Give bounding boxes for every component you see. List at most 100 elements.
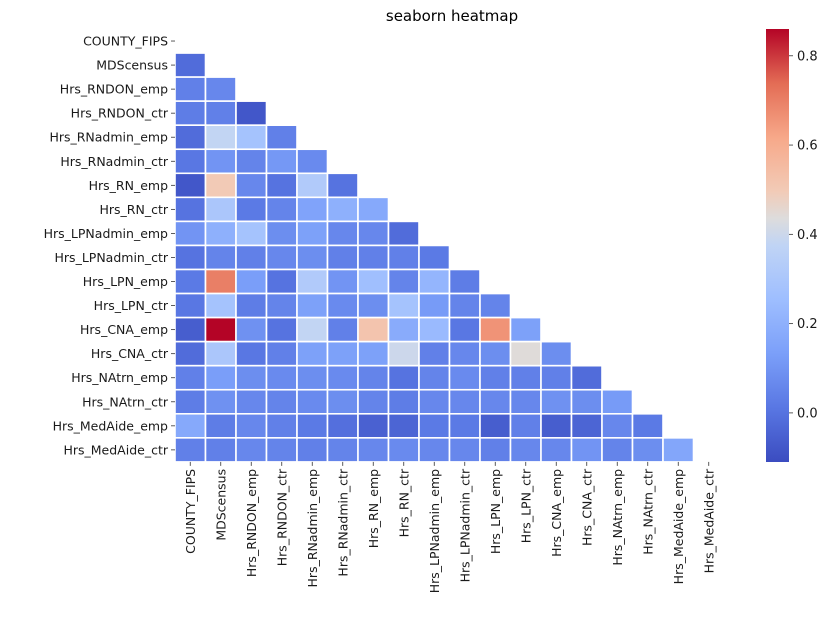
heatmap-cell <box>265 196 298 223</box>
x-tick-label: Hrs_LPNadmin_ctr <box>457 468 472 582</box>
x-tick-label: Hrs_MedAide_emp <box>671 469 686 584</box>
heatmap-cell <box>296 148 329 175</box>
heatmap-cell <box>204 220 237 247</box>
heatmap-cell <box>235 100 268 127</box>
heatmap-cell <box>357 388 390 415</box>
heatmap-cell <box>235 316 268 343</box>
heatmap-cell <box>357 437 390 463</box>
heatmap-cell <box>326 196 359 223</box>
heatmap-cell <box>418 244 451 271</box>
x-axis-tick-labels: COUNTY_FIPS MDScensus Hrs_RNDON_emp Hrs_RND… <box>183 461 716 593</box>
heatmap-cell <box>540 388 573 415</box>
heatmap-cell <box>570 364 603 391</box>
heatmap-cell <box>540 437 573 463</box>
x-tick-label: Hrs_NAtrn_emp <box>610 469 625 566</box>
x-tick-label: Hrs_CNA_emp <box>549 469 564 557</box>
heatmap-cell <box>570 388 603 415</box>
heatmap-cell <box>174 388 207 415</box>
heatmap-cell <box>479 316 512 343</box>
heatmap-cell <box>296 292 329 319</box>
heatmap-cell <box>265 268 298 295</box>
colorbar-gradient <box>766 29 789 462</box>
heatmap-cell <box>357 244 390 271</box>
y-tick-label: Hrs_RNadmin_ctr <box>60 154 169 169</box>
heatmap-cell <box>509 364 542 391</box>
heatmap-cell <box>204 100 237 127</box>
heatmap-cell <box>326 340 359 367</box>
heatmap-cell <box>174 172 207 199</box>
colorbar-tick-label: 0.8 <box>797 49 818 64</box>
x-tick-label: MDScensus <box>213 469 228 541</box>
heatmap-cell <box>296 388 329 415</box>
heatmap-cell <box>418 388 451 415</box>
heatmap-cell <box>235 340 268 367</box>
y-tick-label: Hrs_NAtrn_ctr <box>82 394 169 409</box>
heatmap-cell <box>540 340 573 367</box>
heatmap-cell <box>204 196 237 223</box>
heatmap-cell <box>357 316 390 343</box>
colorbar-tick-label: 0.4 <box>797 228 818 243</box>
y-tick-label: MDScensus <box>96 58 168 73</box>
y-tick-label: Hrs_CNA_ctr <box>91 346 169 361</box>
chart-title: seaborn heatmap <box>386 7 518 25</box>
heatmap-cell <box>204 124 237 151</box>
heatmap-cell <box>174 316 207 343</box>
heatmap-cell <box>479 412 512 439</box>
heatmap-cell <box>296 316 329 343</box>
heatmap-cell <box>326 388 359 415</box>
x-tick-label: Hrs_NAtrn_ctr <box>640 468 655 555</box>
y-tick-label: Hrs_RN_emp <box>89 178 168 193</box>
heatmap-cell <box>418 268 451 295</box>
heatmap-cell <box>265 244 298 271</box>
heatmap-cell <box>418 364 451 391</box>
heatmap-cell <box>326 364 359 391</box>
x-tick-label: COUNTY_FIPS <box>183 469 198 554</box>
heatmap-cell <box>265 220 298 247</box>
heatmap-cell <box>204 268 237 295</box>
heatmap-cell <box>265 316 298 343</box>
heatmap-cell <box>357 412 390 439</box>
heatmap-cell <box>326 268 359 295</box>
y-tick-label: Hrs_CNA_emp <box>80 322 168 337</box>
heatmap-cell <box>174 268 207 295</box>
heatmap-cell <box>265 340 298 367</box>
heatmap-cell <box>235 196 268 223</box>
y-tick-label: Hrs_LPN_emp <box>83 274 168 289</box>
y-tick-label: Hrs_RNadmin_emp <box>49 130 168 145</box>
heatmap-cell <box>204 172 237 199</box>
heatmap-cell <box>357 196 390 223</box>
heatmap-cell <box>265 292 298 319</box>
heatmap-cells <box>174 52 695 463</box>
y-tick-label: Hrs_NAtrn_emp <box>71 370 168 385</box>
y-tick-label: Hrs_RNDON_emp <box>60 82 168 97</box>
heatmap-cell <box>662 437 695 463</box>
heatmap-cell <box>326 437 359 463</box>
heatmap-cell <box>448 412 481 439</box>
heatmap-cell <box>326 316 359 343</box>
heatmap-cell <box>479 292 512 319</box>
heatmap-cell <box>448 388 481 415</box>
heatmap-cell <box>174 124 207 151</box>
y-tick-label: Hrs_RN_ctr <box>100 202 169 217</box>
heatmap-cell <box>174 412 207 439</box>
heatmap-cell <box>235 172 268 199</box>
y-tick-label: Hrs_RNDON_ctr <box>71 106 169 121</box>
heatmap-cell <box>631 412 664 439</box>
heatmap-cell <box>174 292 207 319</box>
heatmap-cell <box>174 76 207 102</box>
heatmap-cell <box>631 437 664 463</box>
y-tick-label: Hrs_MedAide_emp <box>53 418 168 433</box>
heatmap-cell <box>296 244 329 271</box>
heatmap-cell <box>448 340 481 367</box>
heatmap-cell <box>387 388 420 415</box>
x-tick-label: Hrs_RN_emp <box>366 469 381 548</box>
heatmap-cell <box>448 316 481 343</box>
heatmap-cell <box>387 244 420 271</box>
heatmap-cell <box>265 437 298 463</box>
heatmap-cell <box>174 52 207 78</box>
heatmap-cell <box>418 316 451 343</box>
heatmap-cell <box>387 220 420 247</box>
heatmap-cell <box>204 148 237 175</box>
x-tick-label: Hrs_RNDON_ctr <box>274 468 289 566</box>
